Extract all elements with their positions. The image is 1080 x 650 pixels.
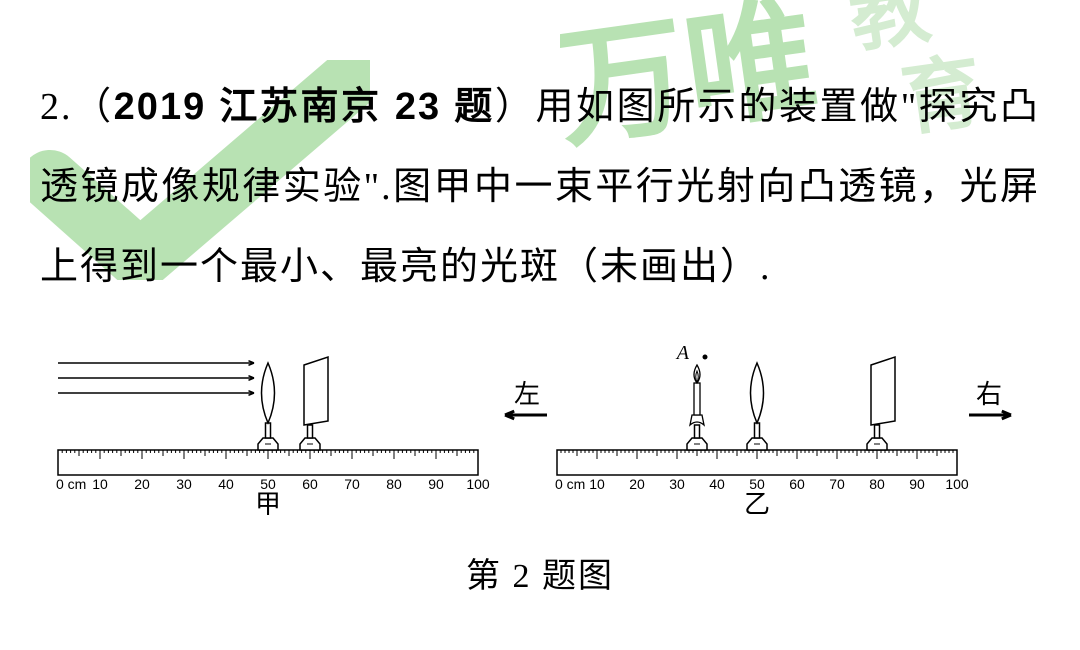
svg-text:甲: 甲: [255, 490, 281, 515]
svg-text:60: 60: [303, 476, 319, 492]
svg-text:40: 40: [709, 476, 725, 492]
svg-text:30: 30: [177, 476, 193, 492]
figure-caption: 第 2 题图: [40, 548, 1040, 597]
svg-text:20: 20: [629, 476, 645, 492]
svg-text:0 cm: 0 cm: [56, 476, 86, 492]
svg-text:80: 80: [869, 476, 885, 492]
diagram-yi: 0 cm102030405060708090100A左右乙: [497, 345, 1037, 520]
svg-text:0 cm: 0 cm: [555, 476, 585, 492]
svg-text:70: 70: [829, 476, 845, 492]
svg-text:60: 60: [789, 476, 805, 492]
svg-text:左: 左: [514, 380, 540, 409]
question-number: 2.: [40, 86, 73, 128]
svg-text:乙: 乙: [744, 490, 770, 515]
diagrams-row: 0 cm102030405060708090100甲 0 cm102030405…: [40, 345, 1040, 520]
svg-text:40: 40: [219, 476, 235, 492]
svg-text:20: 20: [135, 476, 151, 492]
svg-text:10: 10: [93, 476, 109, 492]
question-source: 2019 江苏南京 23 题: [114, 86, 495, 128]
paren-close: ）: [495, 86, 536, 128]
svg-text:90: 90: [429, 476, 445, 492]
question-text: 2.（2019 江苏南京 23 题）用如图所示的装置做"探究凸透镜成像规律实验"…: [40, 68, 1040, 307]
svg-text:A: A: [674, 345, 689, 364]
svg-text:30: 30: [669, 476, 685, 492]
svg-text:90: 90: [909, 476, 925, 492]
diagram-jia: 0 cm102030405060708090100甲: [43, 345, 493, 520]
paren-open: （: [73, 86, 114, 128]
svg-text:70: 70: [345, 476, 361, 492]
svg-text:100: 100: [945, 476, 969, 492]
svg-text:100: 100: [467, 476, 491, 492]
svg-text:10: 10: [589, 476, 605, 492]
svg-text:右: 右: [976, 380, 1002, 409]
svg-text:80: 80: [387, 476, 403, 492]
